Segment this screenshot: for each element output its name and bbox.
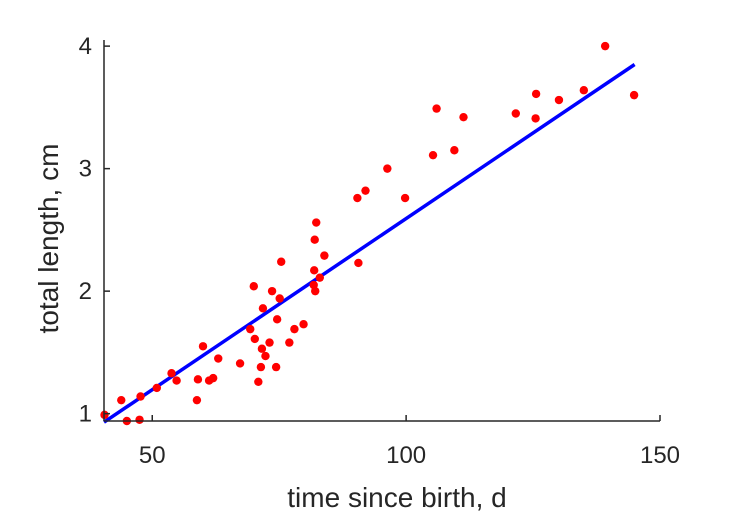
x-axis-label: time since birth, d <box>287 482 506 513</box>
data-point <box>285 338 294 347</box>
data-point <box>310 266 319 275</box>
data-point <box>258 304 268 313</box>
data-point <box>256 362 266 372</box>
data-point <box>152 383 162 393</box>
data-point <box>531 114 540 123</box>
data-point <box>277 257 286 266</box>
x-tick-label: 150 <box>640 442 680 469</box>
data-point <box>428 150 438 160</box>
data-point <box>214 354 223 363</box>
data-point <box>172 376 181 385</box>
data-point <box>290 324 299 334</box>
data-point <box>311 286 320 296</box>
y-tick-label: 4 <box>79 33 92 60</box>
data-point <box>250 334 260 344</box>
plot-area <box>100 41 639 426</box>
data-point <box>198 342 208 351</box>
data-point <box>271 362 281 372</box>
data-point <box>208 373 218 383</box>
data-point <box>600 41 610 51</box>
data-point <box>383 164 392 173</box>
data-point <box>629 90 639 100</box>
data-point <box>310 235 319 244</box>
data-point <box>192 395 202 405</box>
data-point <box>312 218 321 227</box>
data-point <box>432 104 441 113</box>
data-point <box>135 415 144 424</box>
data-point <box>554 95 564 105</box>
data-point <box>136 392 145 401</box>
data-point <box>353 193 362 203</box>
data-point <box>249 282 258 291</box>
data-point <box>275 294 284 303</box>
data-point <box>579 86 589 95</box>
y-tick-label: 3 <box>79 156 92 183</box>
y-tick-label: 1 <box>79 401 92 428</box>
x-tick-label: 100 <box>386 442 426 469</box>
x-axis-ticks: 50 100 150 <box>139 415 680 469</box>
data-point <box>361 186 370 195</box>
data-point <box>261 351 270 361</box>
data-point <box>193 375 203 384</box>
data-point <box>246 324 255 334</box>
data-point <box>265 338 274 347</box>
data-point <box>117 395 126 405</box>
data-point <box>257 344 267 353</box>
y-axis-label: total length, cm <box>33 144 64 334</box>
data-point <box>400 193 410 203</box>
data-point <box>254 377 263 386</box>
data-point <box>531 89 541 99</box>
fit-line <box>103 63 636 424</box>
y-axis-ticks: 1 2 3 4 <box>79 33 110 428</box>
data-point <box>354 258 363 268</box>
data-point <box>272 315 282 324</box>
data-point <box>299 320 308 329</box>
data-point <box>267 286 277 296</box>
data-point <box>315 273 324 282</box>
x-tick-label: 50 <box>139 442 166 469</box>
data-point <box>511 109 520 118</box>
data-point <box>320 251 329 260</box>
data-point <box>450 146 459 155</box>
data-point <box>235 359 245 368</box>
data-point <box>459 112 468 122</box>
y-tick-label: 2 <box>79 278 92 305</box>
data-point <box>167 369 176 378</box>
